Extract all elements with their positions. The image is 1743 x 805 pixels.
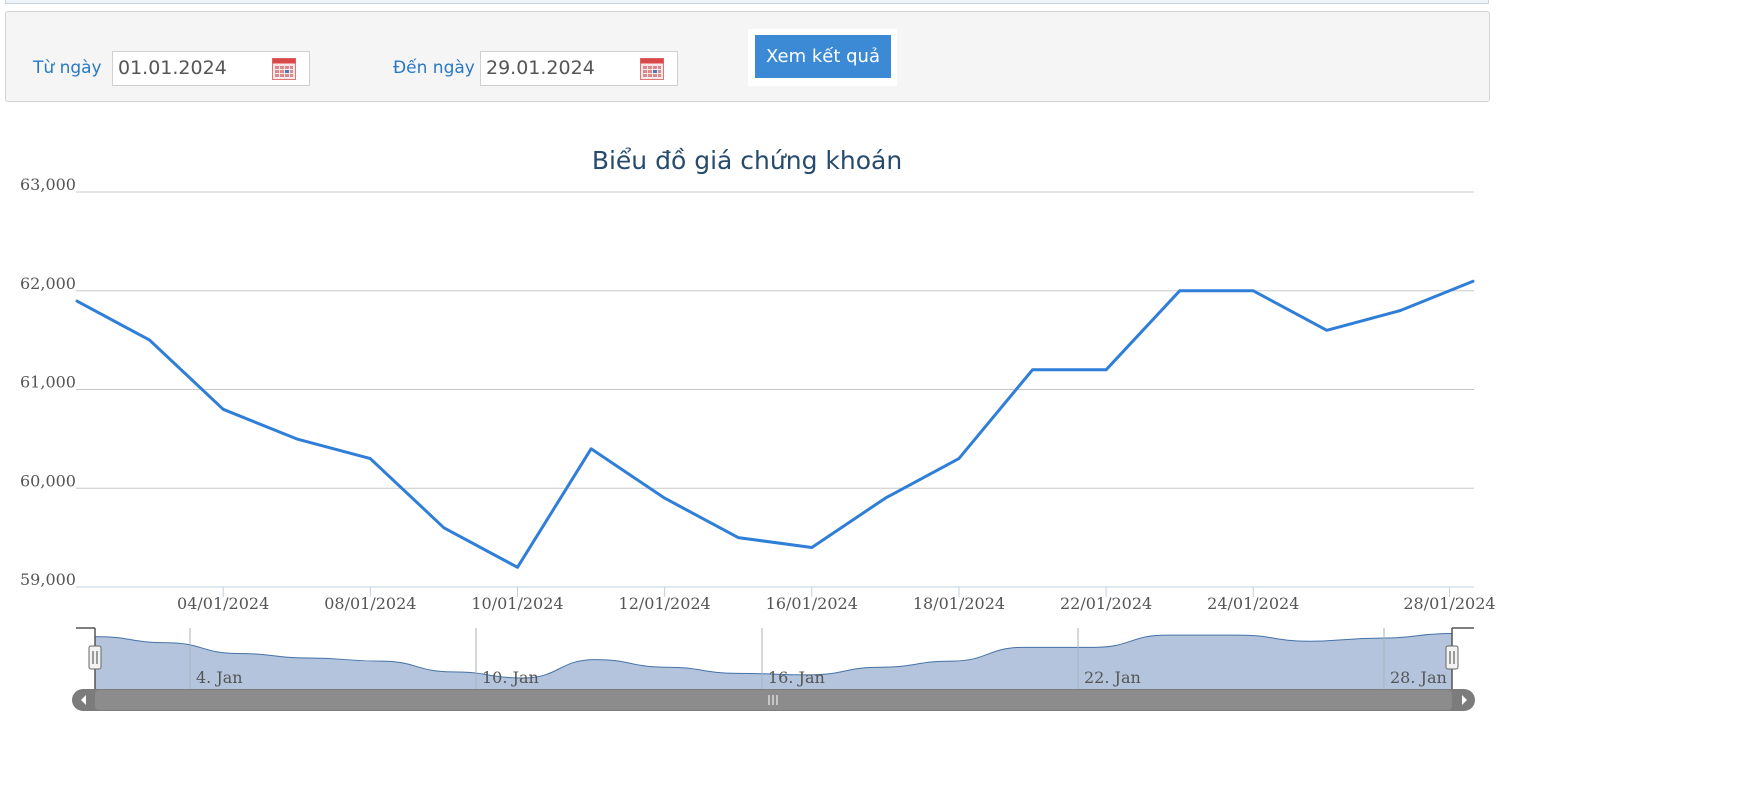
- y-tick-label: 63,000: [20, 175, 76, 194]
- data-point: [516, 566, 518, 568]
- data-point: [1252, 290, 1254, 292]
- navigator-tick-label: 28. Jan: [1390, 668, 1447, 687]
- data-point: [811, 547, 813, 548]
- y-tick-label: 59,000: [20, 570, 76, 589]
- x-tick-label: 08/01/2024: [324, 594, 416, 613]
- y-tick-label: 62,000: [20, 274, 76, 293]
- x-tick-label: 22/01/2024: [1060, 594, 1152, 613]
- x-tick-label: 28/01/2024: [1403, 594, 1495, 613]
- scroll-left-arrow-icon[interactable]: [81, 695, 86, 705]
- x-tick-label: 16/01/2024: [766, 594, 858, 613]
- x-tick-label: 24/01/2024: [1207, 594, 1299, 613]
- data-point: [1032, 369, 1034, 371]
- navigator-tick-label: 22. Jan: [1084, 668, 1141, 687]
- scrollbar[interactable]: [72, 689, 1475, 711]
- calendar-icon[interactable]: [640, 57, 664, 80]
- data-point: [590, 448, 592, 450]
- navigator-tick-label: 16. Jan: [768, 668, 825, 687]
- to-date-field[interactable]: [480, 51, 678, 86]
- to-date-label: Đến ngày: [393, 58, 475, 78]
- navigator-area: [95, 633, 1452, 689]
- data-point: [884, 497, 886, 499]
- data-point: [1399, 310, 1401, 311]
- data-point: [664, 497, 666, 499]
- data-point: [958, 458, 960, 460]
- from-date-field[interactable]: [112, 51, 310, 86]
- from-date-input[interactable]: [118, 57, 268, 79]
- top-strip: [5, 0, 1489, 4]
- x-axis: 04/01/2024 08/01/2024 10/01/2024 12/01/2024…: [177, 587, 1496, 613]
- x-tick-label: 04/01/2024: [177, 594, 269, 613]
- y-axis-labels: 63,000 62,000 61,000 60,000 59,000: [20, 175, 76, 589]
- view-results-button[interactable]: Xem kết quả: [755, 35, 891, 78]
- data-point: [369, 458, 371, 460]
- price-line: [75, 279, 1475, 569]
- data-point: [296, 438, 298, 440]
- to-date-input[interactable]: [486, 57, 636, 79]
- price-series: [75, 279, 1475, 569]
- grid-lines: [76, 191, 1474, 588]
- navigator-tick-label: 10. Jan: [482, 668, 539, 687]
- data-point: [222, 408, 224, 410]
- calendar-icon[interactable]: [272, 57, 296, 80]
- x-tick-label: 10/01/2024: [471, 594, 563, 613]
- x-tick-label: 12/01/2024: [619, 594, 711, 613]
- navigator[interactable]: 4. Jan 10. Jan 16. Jan 22. Jan 28. Jan: [76, 627, 1474, 689]
- chart-title: Biểu đồ giá chứng khoán: [592, 146, 902, 175]
- data-point: [149, 339, 151, 341]
- submit-button-wrapper: Xem kết quả: [748, 29, 897, 86]
- data-point: [1326, 329, 1328, 331]
- navigator-left-handle[interactable]: [88, 645, 102, 670]
- navigator-right-handle[interactable]: [1445, 645, 1459, 670]
- data-point: [737, 537, 739, 539]
- navigator-tick-label: 4. Jan: [196, 668, 243, 687]
- navigator-line: [94, 633, 1453, 679]
- data-point: [1105, 369, 1107, 371]
- data-point: [1473, 280, 1475, 282]
- y-tick-label: 60,000: [20, 471, 76, 490]
- data-point: [75, 300, 77, 302]
- x-tick-label: 18/01/2024: [913, 594, 1005, 613]
- from-date-label: Từ ngày: [33, 58, 102, 78]
- data-point: [1179, 290, 1181, 292]
- scroll-right-arrow-icon[interactable]: [1462, 695, 1467, 705]
- y-tick-label: 61,000: [20, 373, 76, 392]
- date-filter-panel: Từ ngày Đến ngày: [5, 11, 1490, 102]
- data-point: [443, 527, 445, 529]
